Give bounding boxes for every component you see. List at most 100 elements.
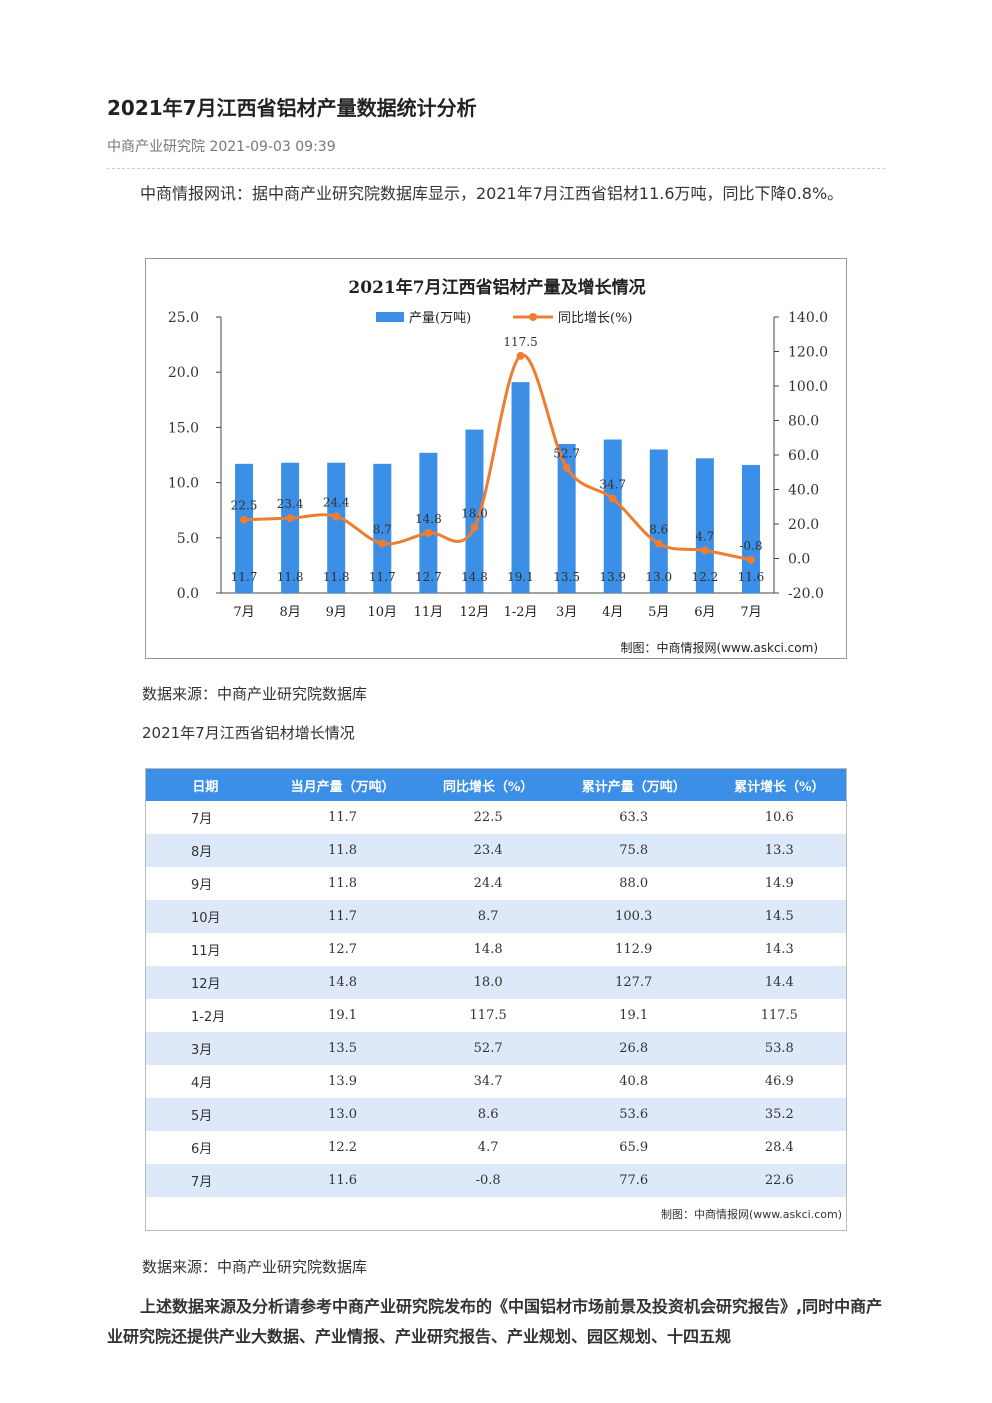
bar-value-label: 11.8 bbox=[323, 570, 350, 584]
growth-value-label: 34.7 bbox=[599, 478, 626, 492]
table-row: 5月 13.0 8.6 53.6 35.2 bbox=[146, 1098, 846, 1131]
table-cell: 12月 bbox=[146, 966, 265, 999]
y-left-tick-label: 25.0 bbox=[168, 310, 199, 326]
table-cell: 14.8 bbox=[264, 966, 421, 999]
growth-point bbox=[746, 555, 755, 564]
table-row: 10月 11.7 8.7 100.3 14.5 bbox=[146, 900, 846, 933]
bar bbox=[419, 452, 438, 593]
table-cell: 19.1 bbox=[328, 1008, 358, 1023]
y-left-tick-label: 5.0 bbox=[177, 531, 199, 547]
legend-bar-swatch bbox=[376, 312, 404, 322]
table-cell: 100.3 bbox=[555, 900, 712, 933]
table-cell: 4.7 bbox=[477, 1140, 499, 1155]
x-tick-label: 9月 bbox=[326, 605, 347, 620]
growth-value-label: 14.8 bbox=[415, 512, 442, 526]
growth-value-label: 8.6 bbox=[649, 523, 668, 537]
growth-value-label: 22.5 bbox=[231, 499, 258, 513]
table-cell: 13.3 bbox=[711, 834, 846, 867]
table-cell: 112.9 bbox=[615, 942, 653, 957]
bar bbox=[557, 443, 576, 593]
y-left-tick-label: 20.0 bbox=[168, 365, 199, 381]
table-cell: 127.7 bbox=[555, 966, 712, 999]
table-cell: 13.5 bbox=[264, 1032, 421, 1065]
table-source-note: 制图：中商情报网(www.askci.com) bbox=[661, 1208, 842, 1221]
y-right-tick-label: 20.0 bbox=[788, 517, 819, 533]
table-cell: 13.9 bbox=[328, 1074, 358, 1089]
table-cell: 12.7 bbox=[328, 942, 358, 957]
x-tick-label: 8月 bbox=[279, 605, 300, 620]
table-cell: 40.8 bbox=[619, 1074, 649, 1089]
article-title: 2021年7月江西省铝材产量数据统计分析 bbox=[107, 96, 477, 120]
y-right-tick-label: 120.0 bbox=[788, 345, 828, 361]
growth-point bbox=[654, 539, 663, 548]
y-right-tick-label: 0.0 bbox=[788, 552, 810, 568]
table-cell: 7月 bbox=[146, 1164, 265, 1197]
table-row: 4月 13.9 34.7 40.8 46.9 bbox=[146, 1065, 846, 1098]
growth-value-label: 52.7 bbox=[553, 447, 580, 461]
table-cell: 6月 bbox=[191, 1142, 213, 1157]
table-header-cell: 同比增长（%） bbox=[420, 769, 556, 801]
table-cell: 22.5 bbox=[473, 810, 503, 825]
table-cell: 14.3 bbox=[764, 942, 794, 957]
x-tick-label: 7月 bbox=[740, 605, 761, 620]
table-cell: 53.8 bbox=[711, 1032, 846, 1065]
bar-value-label: 19.1 bbox=[507, 570, 534, 584]
table-title: 2021年7月江西省铝材增长情况 bbox=[142, 724, 355, 742]
source-caption-table: 数据来源：中商产业研究院数据库 bbox=[142, 1258, 368, 1276]
bar bbox=[281, 462, 300, 593]
bar-value-label: 12.2 bbox=[692, 570, 719, 584]
x-tick-label: 3月 bbox=[556, 605, 577, 620]
table-cell: 65.9 bbox=[619, 1140, 649, 1155]
table-header-cell: 当月产量（万吨） bbox=[264, 769, 421, 801]
table-header-cell: 日期 bbox=[146, 769, 265, 801]
table-cell: 11.7 bbox=[328, 810, 358, 825]
table-cell: 11.8 bbox=[264, 834, 421, 867]
x-tick-label: 5月 bbox=[648, 605, 669, 620]
growth-point bbox=[516, 351, 525, 360]
table-cell: 63.3 bbox=[619, 810, 649, 825]
table-cell: 52.7 bbox=[420, 1032, 556, 1065]
table-cell: 14.8 bbox=[473, 942, 503, 957]
growth-value-label: 117.5 bbox=[503, 335, 537, 349]
chart-source-note: 制图：中商情报网(www.askci.com) bbox=[621, 640, 818, 655]
legend-line-marker bbox=[529, 313, 537, 321]
table-cell: 10月 bbox=[146, 900, 265, 933]
table-body: 7月 11.7 22.5 63.3 10.6 8月 11.8 23.4 75.8 13.3 9月 11… bbox=[146, 801, 846, 1197]
table-cell: 18.0 bbox=[420, 966, 556, 999]
chart-canvas: 2021年7月江西省铝材产量及增长情况 0.0 5.0 10.0 15.0 20.0 25.… bbox=[168, 277, 828, 655]
table-cell: 77.6 bbox=[555, 1164, 712, 1197]
x-tick-label: 1-2月 bbox=[504, 605, 538, 620]
table-row: 8月 11.8 23.4 75.8 13.3 bbox=[146, 834, 846, 867]
bar-value-label: 14.8 bbox=[461, 570, 488, 584]
table-row: 3月 13.5 52.7 26.8 53.8 bbox=[146, 1032, 846, 1065]
table-cell: 11.6 bbox=[264, 1164, 421, 1197]
table-cell: -0.8 bbox=[420, 1164, 556, 1197]
bar bbox=[649, 449, 668, 593]
bar bbox=[695, 458, 714, 593]
growth-value-label: 24.4 bbox=[323, 495, 350, 509]
y-right-tick-label: 60.0 bbox=[788, 448, 819, 464]
y-right-tick-label: -20.0 bbox=[788, 586, 824, 602]
bar-value-label: 11.6 bbox=[738, 570, 765, 584]
table-cell: 88.0 bbox=[619, 876, 649, 891]
table-row: 7月 11.6 -0.8 77.6 22.6 bbox=[146, 1164, 846, 1197]
bar bbox=[603, 439, 622, 593]
table-row: 9月 11.8 24.4 88.0 14.9 bbox=[146, 867, 846, 900]
source-caption-chart: 数据来源：中商产业研究院数据库 bbox=[142, 685, 368, 703]
y-left-tick-label: 15.0 bbox=[168, 420, 199, 436]
article-meta: 中商产业研究院 2021-09-03 09:39 bbox=[107, 139, 336, 155]
growth-value-label: 18.0 bbox=[461, 506, 488, 520]
table-cell: 11月 bbox=[191, 944, 221, 959]
growth-line bbox=[243, 353, 752, 562]
y-right-tick-label: 40.0 bbox=[788, 483, 819, 499]
conclusion-paragraph: 上述数据来源及分析请参考中商产业研究院发布的《中国铝材市场前景及投资机会研究报告… bbox=[107, 1297, 883, 1346]
table-cell: 5月 bbox=[146, 1098, 265, 1131]
table-row: 12月 14.8 18.0 127.7 14.4 bbox=[146, 966, 846, 999]
bar-value-label: 13.5 bbox=[553, 570, 580, 584]
growth-value-label: 4.7 bbox=[695, 529, 714, 543]
bar-value-label: 11.7 bbox=[369, 570, 396, 584]
table-cell: 24.4 bbox=[473, 876, 503, 891]
growth-point bbox=[470, 523, 479, 532]
x-tick-label: 11月 bbox=[414, 605, 444, 620]
lead-paragraph: 中商情报网讯：据中商产业研究院数据库显示，2021年7月江西省铝材11.6万吨，… bbox=[140, 184, 844, 203]
